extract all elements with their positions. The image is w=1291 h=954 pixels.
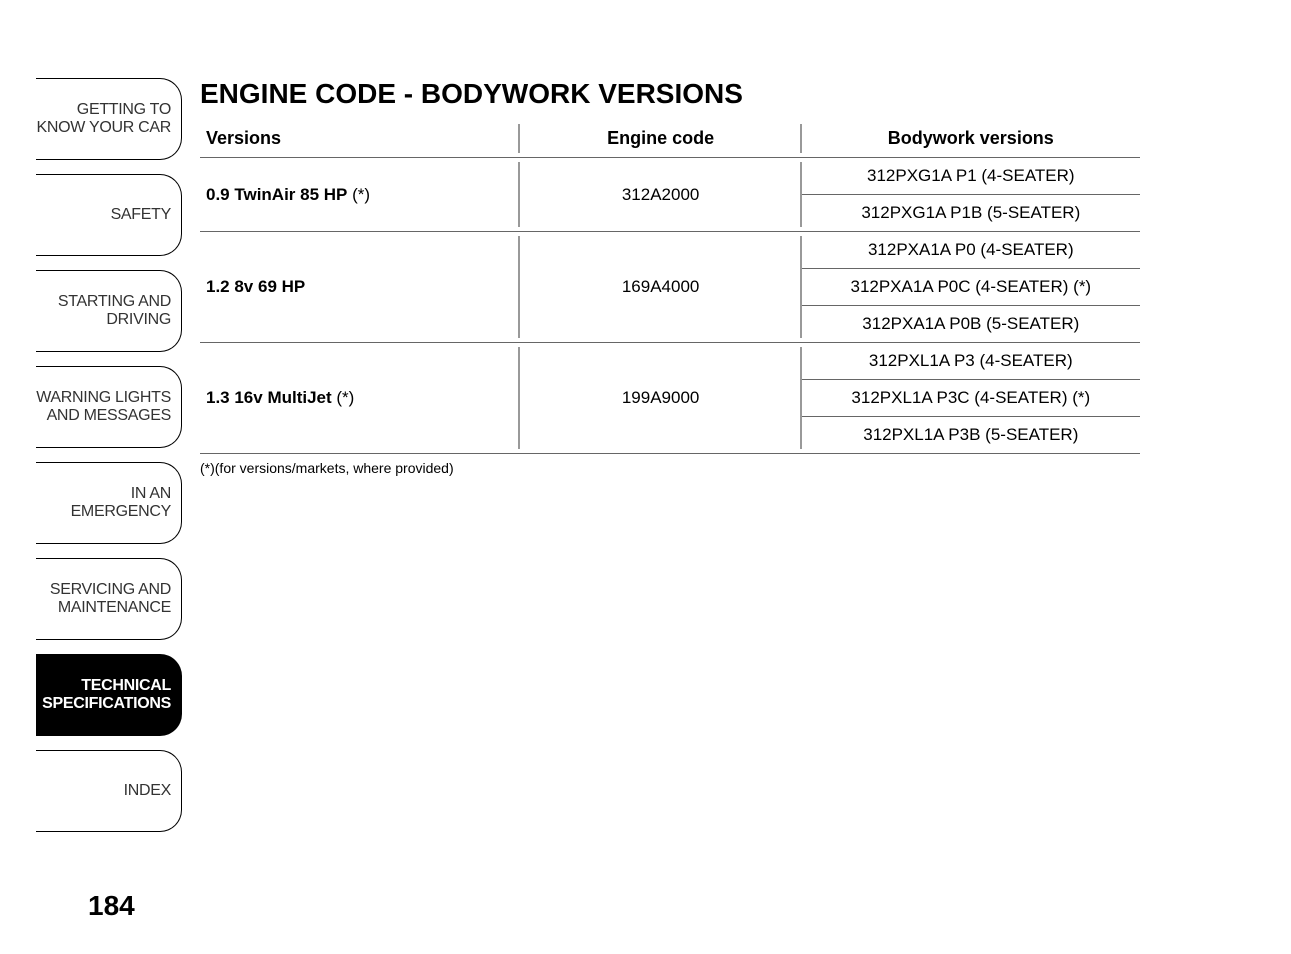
col-header-versions: Versions	[200, 120, 520, 158]
tab-label: WARNING LIGHTS AND MESSAGES	[36, 389, 171, 424]
version-cell: 1.3 16v MultiJet (*)	[200, 343, 520, 454]
col-header-engine: Engine code	[520, 120, 802, 158]
bodywork-cell: 312PXL1A P3 (4-SEATER)	[802, 343, 1140, 380]
version-name: 0.9 TwinAir 85 HP	[206, 185, 347, 204]
engine-cell: 312A2000	[520, 158, 802, 232]
footnote: (*)(for versions/markets, where provided…	[200, 460, 1140, 476]
tab-label: TECHNICAL SPECIFICATIONS	[36, 677, 171, 712]
main-content: ENGINE CODE - BODYWORK VERSIONS Versions…	[200, 78, 1140, 476]
tab-label: GETTING TO KNOW YOUR CAR	[36, 101, 171, 136]
engine-cell: 199A9000	[520, 343, 802, 454]
version-name: 1.2 8v 69 HP	[206, 277, 305, 296]
tab-technical-specs[interactable]: TECHNICAL SPECIFICATIONS	[36, 654, 182, 736]
version-cell: 1.2 8v 69 HP	[200, 232, 520, 343]
tab-emergency[interactable]: IN AN EMERGENCY	[36, 462, 182, 544]
tab-getting-to-know[interactable]: GETTING TO KNOW YOUR CAR	[36, 78, 182, 160]
bodywork-cell: 312PXA1A P0B (5-SEATER)	[802, 306, 1140, 343]
bodywork-cell: 312PXG1A P1B (5-SEATER)	[802, 195, 1140, 232]
bodywork-cell: 312PXL1A P3B (5-SEATER)	[802, 417, 1140, 454]
engine-cell: 169A4000	[520, 232, 802, 343]
bodywork-cell: 312PXA1A P0 (4-SEATER)	[802, 232, 1140, 269]
version-name: 1.3 16v MultiJet	[206, 388, 332, 407]
tab-label: SERVICING AND MAINTENANCE	[36, 581, 171, 616]
tab-starting-driving[interactable]: STARTING AND DRIVING	[36, 270, 182, 352]
version-cell: 0.9 TwinAir 85 HP (*)	[200, 158, 520, 232]
tab-label: INDEX	[124, 782, 171, 800]
tab-servicing[interactable]: SERVICING AND MAINTENANCE	[36, 558, 182, 640]
bodywork-cell: 312PXA1A P0C (4-SEATER) (*)	[802, 269, 1140, 306]
tab-index[interactable]: INDEX	[36, 750, 182, 832]
tab-label: IN AN EMERGENCY	[36, 485, 171, 520]
tab-warning-lights[interactable]: WARNING LIGHTS AND MESSAGES	[36, 366, 182, 448]
sidebar-tabs: GETTING TO KNOW YOUR CAR SAFETY STARTING…	[36, 78, 182, 846]
bodywork-cell: 312PXG1A P1 (4-SEATER)	[802, 158, 1140, 195]
col-header-bodywork: Bodywork versions	[802, 120, 1140, 158]
tab-label: STARTING AND DRIVING	[36, 293, 171, 328]
engine-bodywork-table: Versions Engine code Bodywork versions 0…	[200, 120, 1140, 454]
page-number: 184	[88, 890, 135, 922]
version-suffix: (*)	[347, 185, 370, 204]
version-suffix: (*)	[332, 388, 355, 407]
page-title: ENGINE CODE - BODYWORK VERSIONS	[200, 78, 1140, 110]
bodywork-cell: 312PXL1A P3C (4-SEATER) (*)	[802, 380, 1140, 417]
tab-label: SAFETY	[111, 206, 171, 224]
tab-safety[interactable]: SAFETY	[36, 174, 182, 256]
